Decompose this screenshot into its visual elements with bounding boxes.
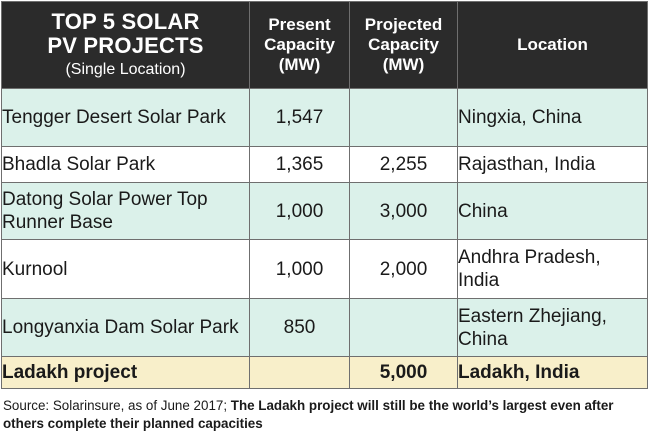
source-footnote: Source: Solarinsure, as of June 2017; Th… <box>3 397 647 433</box>
present-capacity: 1,000 <box>249 182 350 240</box>
projected-capacity: 2,000 <box>349 239 458 299</box>
table-row-ladakh: Ladakh project 5,000 Ladakh, India <box>1 356 648 389</box>
table-header-row: TOP 5 SOLAR PV PROJECTS (Single Location… <box>1 1 648 89</box>
project-location: Andhra Pradesh, India <box>457 239 648 299</box>
table-row: Tengger Desert Solar Park 1,547 Ningxia,… <box>1 88 648 147</box>
title-subtitle: (Single Location) <box>65 61 186 78</box>
title-line-2: PV PROJECTS <box>47 33 204 58</box>
project-location: Ladakh, India <box>457 356 648 389</box>
present-capacity: 1,000 <box>249 239 350 299</box>
column-header-location: Location <box>457 1 648 89</box>
source-note: The Ladakh project will still be the wor… <box>3 398 614 431</box>
title-line-1: TOP 5 SOLAR <box>51 9 200 34</box>
projected-capacity <box>349 298 458 357</box>
table-row: Datong Solar Power Top Runner Base 1,000… <box>1 182 648 240</box>
project-location: Eastern Zhejiang, China <box>457 298 648 357</box>
solar-projects-table: TOP 5 SOLAR PV PROJECTS (Single Location… <box>1 1 648 389</box>
projected-capacity: 2,255 <box>349 146 458 183</box>
present-capacity: 1,365 <box>249 146 350 183</box>
projected-capacity: 5,000 <box>349 356 458 389</box>
column-header-projected: Projected Capacity (MW) <box>349 1 458 89</box>
table-title: TOP 5 SOLAR PV PROJECTS (Single Location… <box>1 1 250 89</box>
column-header-present: Present Capacity (MW) <box>249 1 350 89</box>
project-name: Longyanxia Dam Solar Park <box>1 298 250 357</box>
present-capacity: 1,547 <box>249 88 350 147</box>
present-capacity: 850 <box>249 298 350 357</box>
project-location: Rajasthan, India <box>457 146 648 183</box>
project-location: Ningxia, China <box>457 88 648 147</box>
source-text: Source: Solarinsure, as of June 2017; <box>3 398 231 413</box>
table-row: Longyanxia Dam Solar Park 850 Eastern Zh… <box>1 298 648 357</box>
present-capacity <box>249 356 350 389</box>
projected-capacity <box>349 88 458 147</box>
project-name: Kurnool <box>1 239 250 299</box>
project-name: Bhadla Solar Park <box>1 146 250 183</box>
table-row: Kurnool 1,000 2,000 Andhra Pradesh, Indi… <box>1 239 648 299</box>
table-row: Bhadla Solar Park 1,365 2,255 Rajasthan,… <box>1 146 648 183</box>
project-location: China <box>457 182 648 240</box>
project-name: Tengger Desert Solar Park <box>1 88 250 147</box>
project-name: Datong Solar Power Top Runner Base <box>1 182 250 240</box>
projected-capacity: 3,000 <box>349 182 458 240</box>
project-name: Ladakh project <box>1 356 250 389</box>
